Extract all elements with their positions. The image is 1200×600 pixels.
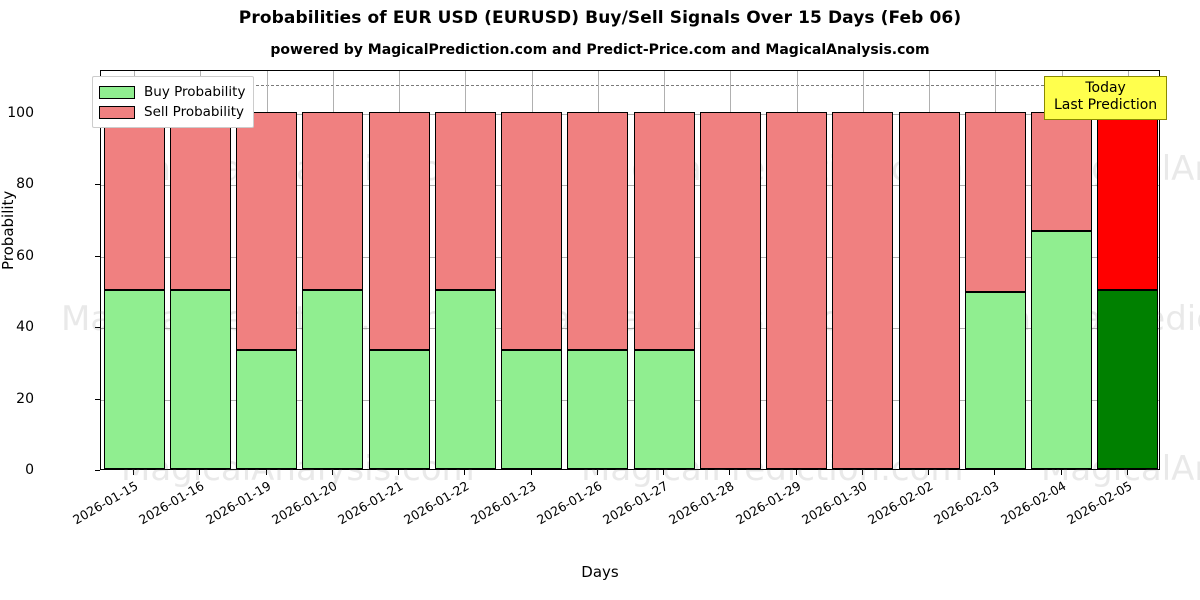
bar-segment-buy[interactable] — [633, 350, 695, 469]
reference-dashed-line — [101, 85, 1159, 87]
bar-segment-sell[interactable] — [434, 111, 496, 291]
x-tick-mark — [199, 470, 201, 475]
x-tick-mark — [331, 470, 333, 475]
y-tick-label: 40 — [16, 319, 34, 336]
bar-stack[interactable] — [699, 69, 761, 469]
bar-segment-sell[interactable] — [368, 111, 430, 351]
x-tick-mark — [994, 470, 996, 475]
y-tick-mark — [95, 327, 100, 329]
bar-segment-sell[interactable] — [766, 111, 828, 469]
y-tick-label: 0 — [25, 462, 34, 478]
bar-segment-sell[interactable] — [302, 111, 364, 291]
bar-segment-buy[interactable] — [567, 350, 629, 469]
legend-swatch-sell — [99, 105, 135, 119]
bar-segment-buy[interactable] — [501, 350, 563, 469]
bar-segment-buy[interactable] — [1031, 230, 1093, 469]
x-tick-mark — [795, 470, 797, 475]
bar-stack[interactable] — [169, 69, 231, 469]
bar-segment-buy[interactable] — [103, 290, 165, 469]
x-axis-label: Days — [581, 563, 619, 581]
legend-item-sell: Sell Probability — [99, 102, 245, 122]
bar-stack[interactable] — [103, 69, 165, 469]
today-label: Today — [1085, 80, 1126, 96]
legend-swatch-buy — [99, 85, 135, 99]
bar-segment-buy[interactable] — [302, 290, 364, 469]
grid-line-horizontal — [101, 328, 1159, 330]
legend-item-buy: Buy Probability — [99, 82, 245, 102]
x-tick-mark — [265, 470, 267, 475]
bar-segment-sell[interactable] — [898, 111, 960, 469]
bar-stack[interactable] — [766, 69, 828, 469]
y-tick-mark — [95, 255, 100, 257]
y-tick-label: 80 — [16, 176, 34, 193]
bar-stack[interactable] — [236, 69, 298, 469]
bar-segment-sell[interactable] — [236, 111, 298, 351]
y-tick-label: 20 — [16, 390, 34, 407]
bar-segment-sell[interactable] — [699, 111, 761, 469]
bar-segment-buy[interactable] — [368, 350, 430, 469]
bar-segment-buy[interactable] — [434, 290, 496, 469]
y-tick-label: 60 — [16, 247, 34, 264]
bar-stack[interactable] — [434, 69, 496, 469]
y-tick-mark — [95, 470, 100, 471]
bar-segment-sell[interactable] — [567, 111, 629, 351]
x-tick-mark — [928, 470, 930, 475]
x-tick-mark — [133, 470, 135, 475]
chart-title: Probabilities of EUR USD (EURUSD) Buy/Se… — [238, 8, 962, 28]
bar-segment-buy[interactable] — [964, 292, 1026, 469]
plot-area: MagicalAnalysis.comMagicalPrediction.com… — [61, 70, 1200, 489]
y-tick-mark — [95, 398, 100, 400]
x-tick-mark — [464, 470, 466, 475]
bar-segment-buy[interactable] — [236, 350, 298, 469]
grid-line-horizontal — [101, 185, 1159, 187]
bar-stack[interactable] — [302, 69, 364, 469]
grid-line-horizontal — [101, 113, 1159, 115]
bar-segment-sell[interactable] — [832, 111, 894, 469]
bar-segment-sell[interactable] — [501, 111, 563, 351]
bar-stack[interactable] — [501, 69, 563, 469]
x-tick-mark — [663, 470, 665, 475]
bar-segment-sell[interactable] — [169, 111, 231, 291]
bar-stack[interactable] — [964, 69, 1026, 469]
legend-label-sell: Sell Probability — [144, 104, 245, 120]
x-tick-mark — [1126, 470, 1128, 475]
y-tick-mark — [95, 184, 100, 186]
bar-segment-buy[interactable] — [1097, 290, 1159, 469]
today-last-prediction-badge: Today Last Prediction — [1044, 76, 1168, 121]
bar-segment-sell[interactable] — [633, 111, 695, 351]
chart-legend: Buy Probability Sell Probability — [92, 76, 255, 128]
bar-segment-sell[interactable] — [1031, 111, 1093, 231]
x-tick-mark — [1060, 470, 1062, 475]
y-tick-label: 100 — [7, 104, 34, 121]
bar-stack[interactable] — [1097, 69, 1159, 469]
bar-segment-sell[interactable] — [1097, 111, 1159, 291]
bar-stack[interactable] — [567, 69, 629, 469]
legend-label-buy: Buy Probability — [144, 84, 246, 100]
bar-stack[interactable] — [633, 69, 695, 469]
grid-line-horizontal — [101, 399, 1159, 401]
x-tick-mark — [530, 470, 532, 475]
bar-stack[interactable] — [1031, 69, 1093, 469]
bar-stack[interactable] — [368, 69, 430, 469]
bars-layer — [101, 71, 1159, 469]
grid-line-horizontal — [101, 256, 1159, 258]
x-tick-mark — [729, 470, 731, 475]
x-tick-mark — [596, 470, 598, 475]
bar-segment-sell[interactable] — [103, 111, 165, 291]
bar-stack[interactable] — [832, 69, 894, 469]
x-tick-mark — [398, 470, 400, 475]
x-tick-mark — [861, 470, 863, 475]
last-prediction-label: Last Prediction — [1054, 97, 1158, 114]
bar-segment-sell[interactable] — [964, 111, 1026, 293]
bar-segment-buy[interactable] — [169, 290, 231, 469]
bar-stack[interactable] — [898, 69, 960, 469]
chart-subtitle: powered by MagicalPrediction.com and Pre… — [270, 42, 930, 58]
